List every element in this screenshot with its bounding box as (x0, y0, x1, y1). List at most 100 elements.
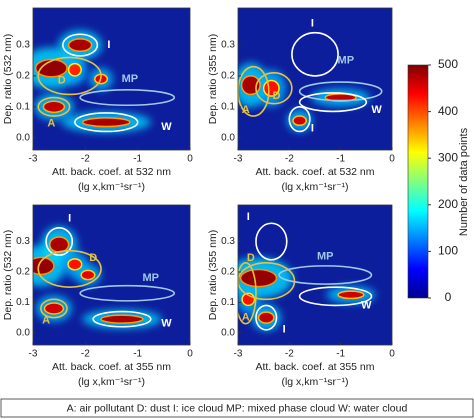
x-tick-label: -1 (133, 154, 142, 165)
x-axis-label: (lg x,km⁻¹sr⁻¹) (281, 181, 348, 193)
y-axis-label: Dep. ratio (355 nm) (207, 230, 219, 320)
region-label: I (68, 213, 71, 225)
region-label: I (247, 211, 250, 223)
hotspot (337, 290, 365, 300)
region-outline (45, 227, 74, 257)
region-outline (298, 92, 368, 113)
hotspot (257, 311, 275, 324)
y-tick-label: 0.2 (16, 71, 30, 82)
x-tick-label: -3 (29, 154, 38, 165)
region-label: D (58, 74, 66, 86)
x-axis-label: (lg x,km⁻¹sr⁻¹) (281, 376, 348, 388)
y-tick-label: 0.2 (16, 267, 30, 278)
x-tick-label: 0 (187, 154, 193, 165)
x-tick-label: -1 (336, 154, 345, 165)
x-tick-label: 0 (389, 154, 395, 165)
region-outline (37, 249, 102, 288)
x-tick-label: -1 (133, 349, 142, 360)
x-axis-label: Att. back. coef. at 532 nm (255, 166, 374, 178)
colorbar-tick-label: 400 (438, 104, 458, 118)
hotspot (43, 302, 65, 315)
region-label: A (47, 118, 55, 130)
y-tick-label: 0.0 (221, 327, 235, 338)
plot-area: I D MP A W (33, 205, 190, 345)
region-label: A (42, 315, 50, 327)
colorbar-label: Number of data points (458, 127, 470, 236)
region-label: D (273, 90, 281, 102)
plot-area: I D MP A W (33, 8, 190, 150)
region-label: I (107, 39, 110, 51)
x-tick-label: -3 (29, 349, 38, 360)
y-tick-label: 0.3 (16, 40, 30, 51)
x-tick-label: -2 (285, 349, 294, 360)
x-tick-label: -2 (81, 154, 90, 165)
x-tick-label: -2 (81, 349, 90, 360)
hotspot (67, 62, 82, 77)
region-outline (255, 304, 278, 331)
hotspot (67, 38, 93, 52)
hotspot (81, 117, 131, 128)
y-tick-label: 0.0 (16, 132, 30, 143)
x-axis-label: (lg x,km⁻¹sr⁻¹) (78, 181, 145, 193)
y-tick-label: 0.3 (221, 236, 235, 247)
region-label: MP (143, 272, 160, 284)
colorbar-tick-label: 200 (438, 197, 458, 211)
x-tick-label: -2 (285, 154, 294, 165)
region-outline (298, 286, 373, 307)
colorbar-tick-label: 0 (445, 290, 452, 304)
hotspot (239, 268, 278, 288)
region-outline (298, 81, 383, 102)
region-outline (62, 33, 99, 57)
region-label: A (242, 312, 250, 324)
y-tick-label: 0.1 (16, 101, 30, 112)
y-tick-label: 0.0 (221, 132, 235, 143)
region-outline (255, 222, 288, 261)
x-tick-label: -1 (336, 349, 345, 360)
region-outline (37, 56, 102, 96)
region-label: I (311, 17, 314, 29)
y-axis-label: Dep. ratio (532 nm) (2, 230, 14, 320)
x-tick-label: 0 (389, 349, 395, 360)
hotspot (48, 236, 70, 253)
colorbar-tick-label: 500 (438, 57, 458, 71)
plot-frame (32, 204, 191, 346)
region-outline (238, 262, 257, 325)
region-label: I (283, 324, 286, 336)
region-outline (255, 72, 293, 105)
plot-area: I MP D A W I (238, 8, 392, 150)
hotspot (34, 58, 68, 78)
region-label: MP (338, 54, 355, 66)
region-outline (74, 112, 139, 133)
hotspot (240, 75, 261, 96)
plot-frame (32, 7, 191, 151)
region-outline (79, 284, 176, 302)
x-axis-label: Att. back. coef. at 532 nm (52, 166, 171, 178)
hotspot (33, 256, 55, 276)
colorbar (407, 64, 429, 299)
region-outline (79, 89, 176, 107)
plot-area: I D MP A W I (238, 205, 392, 345)
y-tick-label: 0.0 (16, 327, 30, 338)
region-label: MP (317, 251, 334, 263)
region-label: D (247, 252, 255, 264)
colorbar-tick-label: 300 (438, 150, 458, 164)
y-tick-label: 0.3 (16, 236, 30, 247)
region-label: W (161, 318, 172, 330)
region-outline (288, 105, 311, 133)
region-outline (278, 265, 373, 285)
y-axis-label: Dep. ratio (355 nm) (207, 34, 219, 124)
hotspot (67, 258, 83, 271)
hotspot (100, 314, 144, 324)
caption: A: air pollutant D: dust I: ice cloud MP… (67, 402, 408, 414)
region-label: I (311, 122, 314, 134)
region-label: D (89, 252, 97, 264)
region-label: MP (122, 73, 139, 85)
y-tick-label: 0.3 (221, 40, 235, 51)
y-tick-label: 0.1 (221, 101, 235, 112)
x-tick-label: -3 (234, 349, 243, 360)
x-axis-label: Att. back. coef. at 355 nm (52, 361, 171, 373)
hotspot (80, 269, 96, 281)
y-axis-label: Dep. ratio (532 nm) (2, 34, 14, 124)
x-axis-label: (lg x,km⁻¹sr⁻¹) (78, 376, 145, 388)
region-outline (238, 65, 270, 117)
